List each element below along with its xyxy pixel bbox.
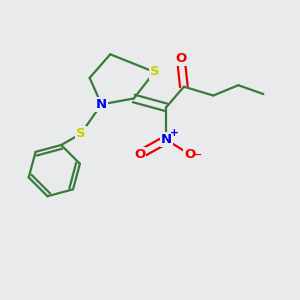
- Text: O: O: [134, 148, 145, 161]
- Text: N: N: [160, 133, 172, 146]
- Text: S: S: [150, 65, 159, 79]
- Text: −: −: [193, 149, 203, 159]
- Text: O: O: [175, 52, 187, 65]
- Text: +: +: [170, 128, 179, 138]
- Text: S: S: [76, 127, 86, 140]
- Text: N: N: [96, 98, 107, 111]
- Text: O: O: [184, 148, 195, 161]
